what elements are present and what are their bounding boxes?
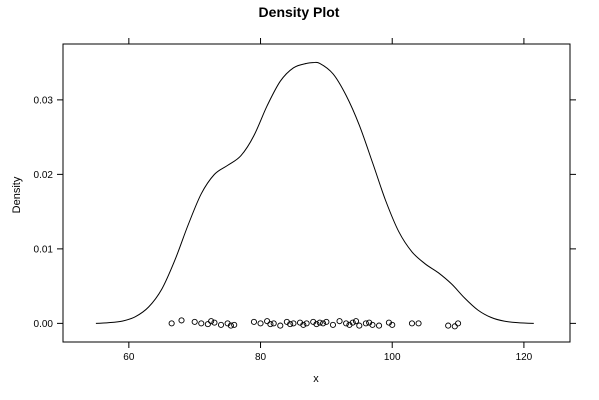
rug-point xyxy=(270,320,277,327)
rug-point xyxy=(257,320,264,327)
rug-point xyxy=(178,317,185,324)
rug-point xyxy=(408,320,416,327)
rug-point xyxy=(415,320,422,327)
y-axis-ticks: 0.00 0.01 0.02 0.03 xyxy=(34,95,576,330)
rug-point xyxy=(198,320,205,327)
rug-point xyxy=(320,320,327,327)
rug-points xyxy=(168,317,462,330)
rug-point xyxy=(300,321,307,328)
rug-point xyxy=(356,322,363,329)
x-axis-ticks: 60 80 100 120 xyxy=(123,38,533,363)
rug-point xyxy=(369,321,376,328)
rug-point xyxy=(445,322,452,329)
y-tick-label: 0.03 xyxy=(34,95,54,106)
y-axis-label: Density xyxy=(11,176,23,213)
x-tick-label: 60 xyxy=(123,352,135,363)
rug-point xyxy=(290,320,297,327)
rug-point xyxy=(267,321,274,328)
rug-point xyxy=(277,322,284,329)
rug-point xyxy=(376,322,383,329)
rug-point xyxy=(349,319,356,326)
rug-point xyxy=(250,318,257,325)
x-tick-label: 120 xyxy=(516,352,533,363)
rug-point xyxy=(303,320,310,327)
y-tick-label: 0.01 xyxy=(34,244,54,255)
rug-point xyxy=(264,318,271,325)
rug-point xyxy=(191,318,198,325)
rug-point xyxy=(287,321,294,328)
rug-point xyxy=(204,321,211,328)
chart-title: Density Plot xyxy=(259,4,340,20)
x-tick-label: 100 xyxy=(384,352,401,363)
rug-point xyxy=(352,318,360,325)
y-tick-label: 0.00 xyxy=(34,319,54,330)
rug-point xyxy=(231,321,238,328)
rug-point xyxy=(343,320,350,327)
rug-point xyxy=(217,321,225,328)
rug-point xyxy=(168,320,175,327)
rug-point xyxy=(362,320,369,327)
rug-point xyxy=(336,318,343,325)
rug-point xyxy=(455,320,462,327)
rug-point xyxy=(313,321,320,328)
density-curve xyxy=(95,61,534,324)
rug-point xyxy=(211,319,218,326)
rug-point xyxy=(451,323,458,330)
rug-point xyxy=(389,321,396,328)
y-tick-label: 0.02 xyxy=(34,170,54,181)
rug-point xyxy=(329,321,337,328)
rug-point xyxy=(208,318,215,325)
rug-point xyxy=(316,319,323,326)
rug-point xyxy=(227,322,234,329)
plot-frame xyxy=(62,43,571,343)
x-axis-label: x xyxy=(313,373,319,385)
x-tick-label: 80 xyxy=(255,352,267,363)
rug-point xyxy=(323,318,330,325)
